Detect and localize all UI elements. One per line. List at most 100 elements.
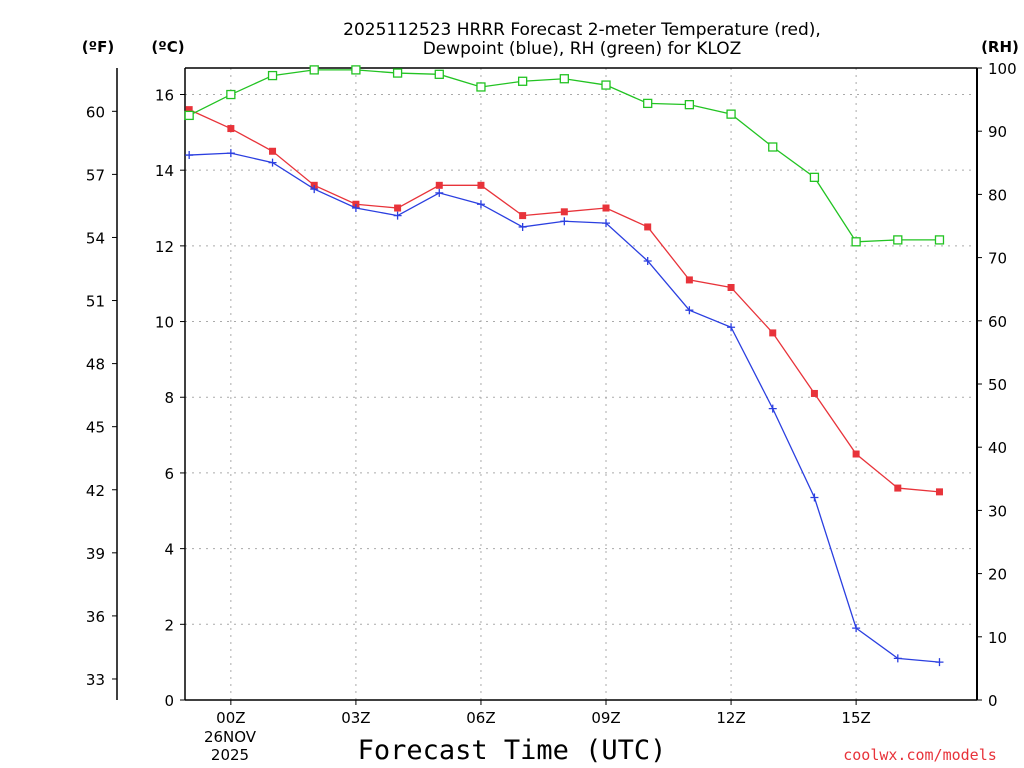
temperature-point bbox=[685, 276, 693, 284]
celsius-tick-label: 8 bbox=[164, 389, 174, 407]
x-tick-label: 00Z bbox=[216, 709, 245, 727]
temperature-point bbox=[435, 181, 443, 189]
gridlines bbox=[185, 68, 977, 700]
celsius-axis-unit: (ºC) bbox=[151, 38, 184, 56]
fahrenheit-tick-label: 45 bbox=[86, 419, 105, 437]
celsius-tick-label: 6 bbox=[164, 465, 174, 483]
chart-subtitle: Dewpoint (blue), RH (green) for KLOZ bbox=[423, 39, 742, 59]
data-series bbox=[184, 65, 945, 667]
rh-point bbox=[476, 82, 486, 92]
dewpoint-point bbox=[810, 493, 819, 502]
fahrenheit-tick-label: 39 bbox=[86, 545, 105, 563]
rh-tick-label: 30 bbox=[988, 502, 1007, 520]
rh-axis-unit: (RH) bbox=[981, 38, 1019, 56]
rh-point bbox=[184, 110, 194, 121]
dewpoint-point bbox=[852, 624, 861, 633]
dewpoint-point bbox=[643, 257, 652, 266]
rh-tick-label: 50 bbox=[988, 376, 1007, 394]
rh-tick-label: 60 bbox=[988, 313, 1007, 331]
x-axis-title: Forecast Time (UTC) bbox=[358, 735, 667, 766]
rh-tick-label: 40 bbox=[988, 439, 1007, 457]
rh-point bbox=[726, 109, 736, 119]
celsius-tick-label: 14 bbox=[155, 162, 174, 180]
rh-point bbox=[559, 74, 569, 84]
rh-tick-label: 90 bbox=[988, 123, 1007, 141]
temperature-point bbox=[894, 484, 902, 492]
fahrenheit-axis-unit: (ºF) bbox=[82, 38, 114, 56]
temperature-point bbox=[852, 450, 860, 458]
temperature-point bbox=[810, 389, 818, 397]
rh-point bbox=[851, 237, 861, 247]
rh-point bbox=[684, 100, 695, 110]
temperature-point bbox=[560, 208, 568, 216]
rh-line bbox=[188, 69, 940, 243]
rh-point bbox=[517, 76, 528, 86]
x-tick-label: 12Z bbox=[716, 709, 745, 727]
dewpoint-point bbox=[685, 306, 694, 315]
dewpoint-point bbox=[226, 149, 235, 158]
date-label-day: 26NOV bbox=[204, 728, 257, 746]
chart-title: 2025112523 HRRR Forecast 2-meter Tempera… bbox=[343, 20, 821, 40]
dewpoint-point bbox=[602, 219, 611, 228]
rh-tick-label: 10 bbox=[988, 629, 1007, 647]
x-tick-label: 09Z bbox=[591, 709, 620, 727]
dewpoint-point bbox=[393, 211, 402, 220]
rh-point bbox=[309, 65, 319, 75]
credit-text: coolwx.com/models bbox=[843, 746, 997, 764]
celsius-tick-label: 2 bbox=[164, 616, 174, 634]
date-label-year: 2025 bbox=[211, 746, 249, 764]
tick-labels: 00Z 03Z 06Z 09Z 12Z 15Z 0 2 4 6 8 10 12 14 16 33 36 39 42 4… bbox=[86, 60, 1017, 727]
rh-point bbox=[643, 98, 653, 109]
rh-tick-label: 70 bbox=[988, 250, 1007, 268]
fahrenheit-tick-label: 57 bbox=[86, 166, 105, 184]
celsius-tick-label: 0 bbox=[164, 692, 174, 710]
rh-tick-label: 80 bbox=[988, 186, 1007, 204]
dewpoint-point bbox=[727, 323, 736, 332]
rh-point bbox=[392, 68, 403, 78]
fahrenheit-tick-label: 36 bbox=[86, 608, 105, 626]
temperature-point bbox=[935, 488, 943, 496]
dewpoint-point bbox=[560, 217, 569, 226]
dewpoint-point bbox=[893, 654, 902, 663]
dewpoint-point bbox=[435, 188, 444, 197]
x-tick-label: 15Z bbox=[841, 709, 870, 727]
rh-point bbox=[601, 80, 611, 90]
temperature-point bbox=[394, 204, 402, 212]
dewpoint-point bbox=[185, 151, 194, 160]
dewpoint-point bbox=[351, 204, 360, 213]
fahrenheit-tick-label: 33 bbox=[86, 671, 105, 689]
temperature-point bbox=[269, 147, 277, 155]
celsius-tick-label: 4 bbox=[164, 541, 174, 559]
fahrenheit-tick-label: 60 bbox=[86, 103, 105, 121]
x-tick-label: 03Z bbox=[341, 709, 370, 727]
axes bbox=[112, 67, 982, 705]
fahrenheit-tick-label: 54 bbox=[86, 229, 105, 247]
celsius-tick-label: 12 bbox=[155, 238, 174, 256]
rh-point bbox=[934, 235, 945, 245]
dewpoint-point bbox=[768, 404, 777, 413]
temperature-point bbox=[602, 204, 610, 212]
temperature-line bbox=[188, 109, 940, 493]
fahrenheit-tick-label: 42 bbox=[86, 482, 105, 500]
rh-point bbox=[809, 172, 820, 182]
x-tick-label: 06Z bbox=[466, 709, 495, 727]
rh-point bbox=[351, 65, 361, 75]
dewpoint-line bbox=[189, 152, 940, 663]
fahrenheit-tick-label: 51 bbox=[86, 293, 105, 311]
fahrenheit-tick-label: 48 bbox=[86, 356, 105, 374]
temperature-point bbox=[519, 212, 527, 220]
temperature-point bbox=[227, 125, 235, 133]
rh-point bbox=[226, 89, 236, 100]
temperature-point bbox=[477, 181, 485, 189]
temperature-point bbox=[644, 223, 652, 231]
rh-point bbox=[893, 235, 903, 245]
celsius-tick-label: 10 bbox=[155, 314, 174, 332]
rh-tick-label: 20 bbox=[988, 566, 1007, 584]
dewpoint-point bbox=[310, 185, 319, 194]
rh-point bbox=[267, 70, 278, 81]
rh-point bbox=[768, 142, 778, 152]
dewpoint-point bbox=[935, 658, 944, 667]
dewpoint-point bbox=[518, 222, 527, 231]
temperature-point bbox=[727, 283, 735, 291]
